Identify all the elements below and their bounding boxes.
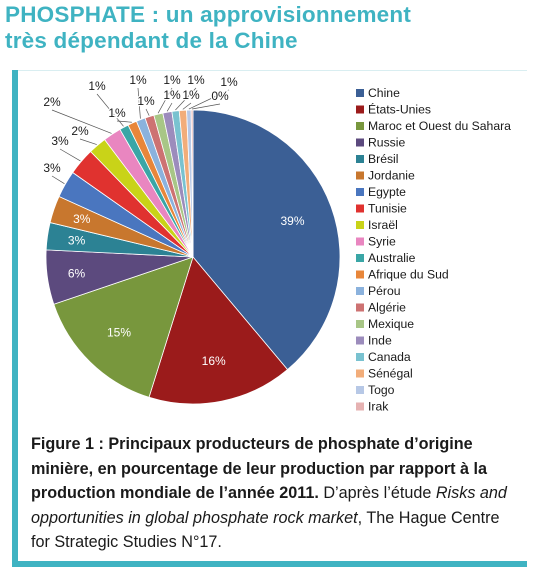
data-label-5: 3%	[73, 212, 91, 226]
legend-label-14: Mexique	[368, 317, 414, 331]
frame-bottom-border	[12, 561, 527, 567]
leader-line-15	[166, 102, 173, 112]
frame-top-border	[12, 70, 527, 71]
page-title: PHOSPHATE : un approvisionnement très dé…	[5, 2, 525, 54]
leader-line-6	[51, 175, 65, 184]
legend-swatch-2	[356, 122, 364, 130]
legend-label-10: Australie	[368, 251, 416, 265]
legend-swatch-5	[356, 171, 364, 180]
legend-swatch-19	[356, 402, 364, 411]
legend-swatch-6	[356, 188, 364, 196]
legend-label-8: Israël	[368, 218, 398, 232]
legend-label-11: Afrique du Sud	[368, 268, 449, 282]
legend-swatch-9	[356, 237, 364, 246]
pie-slice-1	[148, 256, 289, 405]
legend-label-15: Inde	[368, 334, 392, 348]
data-label-3: 6%	[68, 266, 86, 280]
legend-label-7: Tunisie	[368, 202, 407, 216]
data-label-4: 3%	[68, 233, 86, 247]
leader-line-18	[188, 89, 230, 110]
caption-end: , The Hague Centre for Strategic Studies…	[31, 508, 500, 552]
title-line-1: PHOSPHATE : un approvisionnement	[5, 2, 412, 27]
legend-swatch-10	[356, 254, 364, 262]
data-label-19: 0%	[211, 89, 229, 103]
legend-swatch-15	[356, 336, 364, 345]
legend-label-0: Chine	[368, 86, 400, 100]
legend-swatch-12	[356, 287, 364, 295]
legend-swatch-16	[356, 353, 364, 361]
legend-label-2: Maroc et Ouest du Sahara	[368, 119, 511, 133]
legend-swatch-11	[356, 270, 364, 279]
pie-slice-0	[192, 109, 341, 371]
legend-swatch-18	[356, 386, 364, 394]
data-label-14: 1%	[163, 73, 181, 87]
data-label-2: 15%	[107, 326, 131, 340]
figure-caption: Figure 1 : Principaux producteurs de pho…	[31, 432, 521, 555]
legend-label-1: États-Unies	[368, 102, 431, 117]
legend-swatch-17	[356, 369, 364, 378]
data-label-13: 1%	[137, 94, 155, 108]
legend-label-6: Egypte	[368, 185, 406, 199]
legend-swatch-3	[356, 138, 364, 147]
title-line-2: très dépendant de la Chine	[5, 28, 298, 53]
leader-line-9	[51, 109, 112, 134]
leader-line-19	[192, 103, 221, 110]
frame-left-border	[12, 70, 18, 567]
legend-swatch-0	[356, 89, 364, 97]
legend-label-3: Russie	[368, 136, 405, 150]
data-label-12: 1%	[129, 73, 147, 87]
data-label-0: 39%	[280, 214, 304, 228]
pie-slices	[45, 109, 341, 405]
legend-label-19: Irak	[368, 400, 389, 414]
data-label-11: 1%	[108, 106, 126, 120]
leader-line-16	[175, 87, 197, 111]
caption-normal: D’après l’étude	[318, 484, 436, 502]
leader-line-14	[157, 87, 173, 114]
data-label-7: 3%	[51, 134, 69, 148]
caption-bold: Figure 1 : Principaux producteurs de pho…	[31, 435, 488, 502]
legend-swatch-4	[356, 155, 364, 163]
data-label-16: 1%	[187, 73, 205, 87]
data-label-9: 2%	[43, 95, 61, 109]
data-label-18: 1%	[220, 75, 238, 89]
legend-swatch-1	[356, 105, 364, 114]
pie-slice-19	[190, 109, 194, 258]
pie-data-labels: 39%16%15%6%3%3%3%3%2%2%1%1%1%1%1%1%1%1%1…	[42, 72, 305, 368]
pie-leader-lines	[51, 87, 230, 184]
data-label-15: 1%	[163, 88, 181, 102]
legend-label-4: Brésil	[368, 152, 398, 166]
legend-swatch-8	[356, 221, 364, 229]
chart-legend: Chine États-Unies Maroc et Ouest du Sahara…	[356, 86, 511, 414]
legend-label-16: Canada	[368, 350, 411, 364]
legend-swatch-7	[356, 204, 364, 213]
leader-line-17	[182, 102, 192, 110]
leader-line-11	[116, 120, 132, 123]
leader-line-7	[59, 148, 81, 162]
data-label-8: 2%	[71, 124, 89, 138]
data-label-17: 1%	[182, 88, 200, 102]
data-label-10: 1%	[88, 79, 106, 93]
legend-label-17: Sénégal	[368, 367, 413, 381]
legend-swatch-13	[356, 303, 364, 312]
legend-label-5: Jordanie	[368, 169, 415, 183]
leader-line-12	[137, 87, 141, 119]
leader-line-13	[145, 108, 150, 116]
legend-label-12: Pérou	[368, 284, 401, 298]
data-label-6: 3%	[43, 161, 61, 175]
leader-line-8	[79, 138, 97, 145]
data-label-1: 16%	[202, 354, 226, 368]
caption-italic: Risks and opportunities in global phosph…	[31, 484, 507, 527]
legend-swatch-14	[356, 320, 364, 328]
legend-label-18: Togo	[368, 383, 395, 397]
pie-slice-2	[53, 256, 194, 398]
legend-label-9: Syrie	[368, 235, 396, 249]
legend-label-13: Algérie	[368, 301, 406, 315]
